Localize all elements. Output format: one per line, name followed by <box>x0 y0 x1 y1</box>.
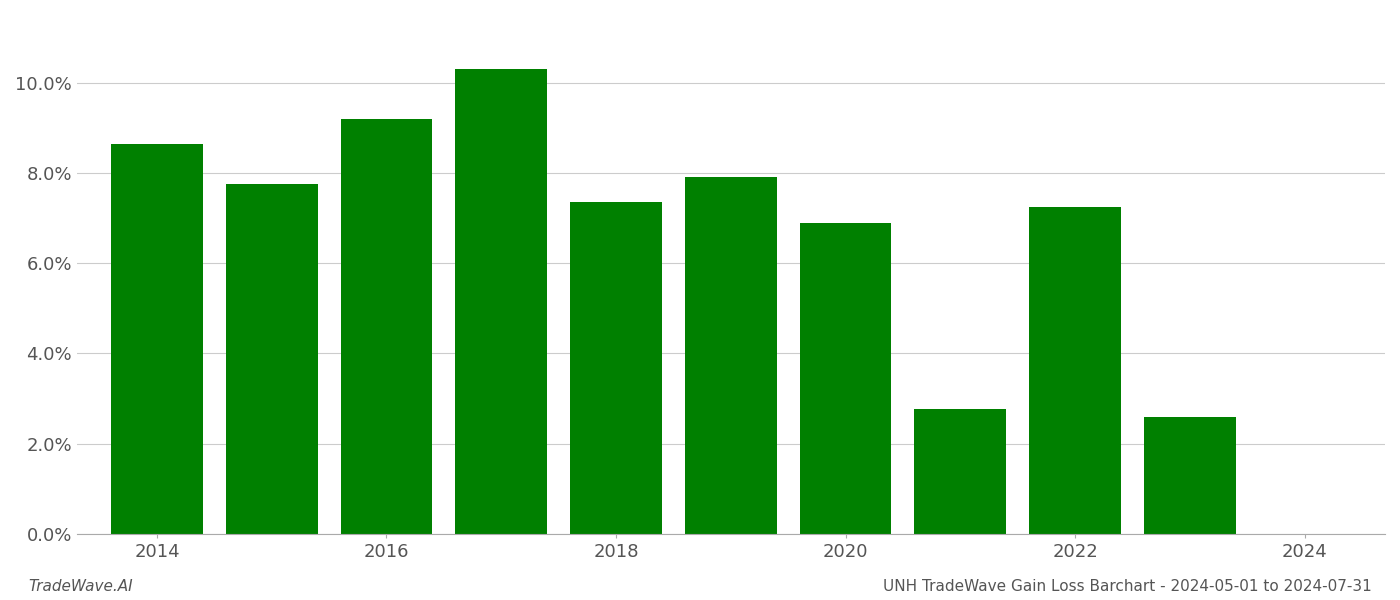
Bar <box>455 69 547 534</box>
Bar <box>1029 207 1121 534</box>
Bar <box>111 143 203 534</box>
Text: TradeWave.AI: TradeWave.AI <box>28 579 133 594</box>
Bar <box>914 409 1007 534</box>
Bar <box>1144 416 1236 534</box>
Bar <box>570 202 662 534</box>
Bar <box>799 223 892 534</box>
Bar <box>685 178 777 534</box>
Text: UNH TradeWave Gain Loss Barchart - 2024-05-01 to 2024-07-31: UNH TradeWave Gain Loss Barchart - 2024-… <box>883 579 1372 594</box>
Bar <box>225 184 318 534</box>
Bar <box>340 119 433 534</box>
